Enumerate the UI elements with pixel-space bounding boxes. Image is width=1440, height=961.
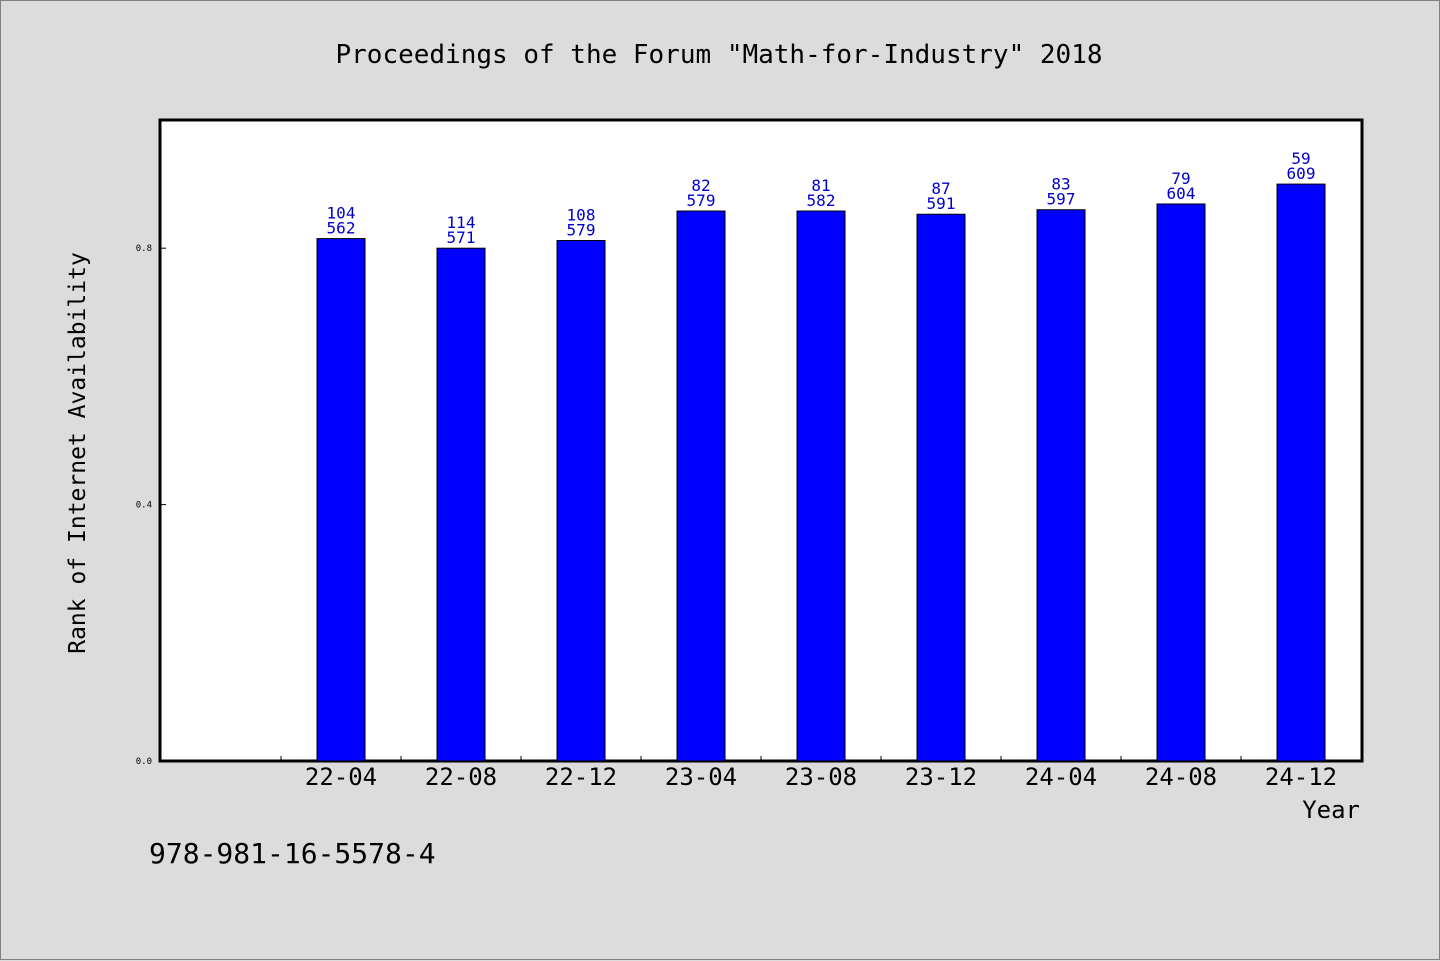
bar-23-12 [916, 213, 966, 762]
bar-label-top: 81 [811, 176, 830, 195]
x-tick-label: 22-08 [425, 763, 497, 791]
y-tick-label: 0.0 [136, 757, 152, 767]
bar-23-04 [676, 210, 726, 762]
y-axis-label: Rank of Internet Availability [65, 252, 91, 654]
bar-24-04 [1036, 209, 1086, 762]
bar-label-top: 114 [447, 213, 476, 232]
bar-label-bottom: 579 [567, 221, 596, 240]
bar-label-top: 82 [691, 176, 710, 195]
bar-label-top: 59 [1291, 149, 1310, 168]
x-axis-label: Year [1302, 796, 1360, 824]
bar-22-12 [556, 240, 606, 762]
x-tick-label: 23-12 [905, 763, 977, 791]
bar-label-top: 108 [567, 206, 596, 225]
bar-label-bottom: 562 [327, 219, 356, 238]
chart-title: Proceedings of the Forum "Math-for-Indus… [335, 40, 1102, 70]
x-tick-labels: 22-04 22-08 22-12 23-04 23-08 23-12 24-04 24-08… [305, 763, 1337, 791]
axis-ticks [160, 247, 1362, 762]
bar-label-bottom: 579 [687, 191, 716, 210]
y-tick-label: 0.4 [136, 501, 152, 511]
x-tick-label: 24-08 [1145, 763, 1217, 791]
bar-22-04 [316, 238, 366, 762]
y-tick-label: 0.8 [136, 244, 152, 254]
bar-label-bottom: 597 [1047, 190, 1076, 209]
x-tick-label: 22-12 [545, 763, 617, 791]
bar-23-08 [796, 210, 846, 762]
bar-label-bottom: 571 [447, 228, 476, 247]
bar-label-top: 87 [931, 179, 950, 198]
isbn-code: 978-981-16-5578-4 [149, 837, 436, 870]
x-tick-label: 23-08 [785, 763, 857, 791]
x-tick-label: 22-04 [305, 763, 377, 791]
bars [316, 183, 1326, 762]
bar-24-12 [1276, 183, 1326, 762]
y-tick-labels: 0.0 0.4 0.8 [136, 244, 152, 767]
bar-label-bottom: 604 [1167, 184, 1196, 203]
bar-label-bottom: 591 [927, 194, 956, 213]
bar-label-top: 104 [327, 204, 356, 223]
bar-label-top: 83 [1051, 175, 1070, 194]
bar-22-08 [436, 247, 486, 762]
x-tick-label: 23-04 [665, 763, 737, 791]
bar-label-bottom: 582 [807, 191, 836, 210]
bar-label-top: 79 [1171, 169, 1190, 188]
x-tick-label: 24-04 [1025, 763, 1097, 791]
bar-24-08 [1156, 203, 1206, 762]
bar-label-bottom: 609 [1287, 164, 1316, 183]
x-tick-label: 24-12 [1265, 763, 1337, 791]
